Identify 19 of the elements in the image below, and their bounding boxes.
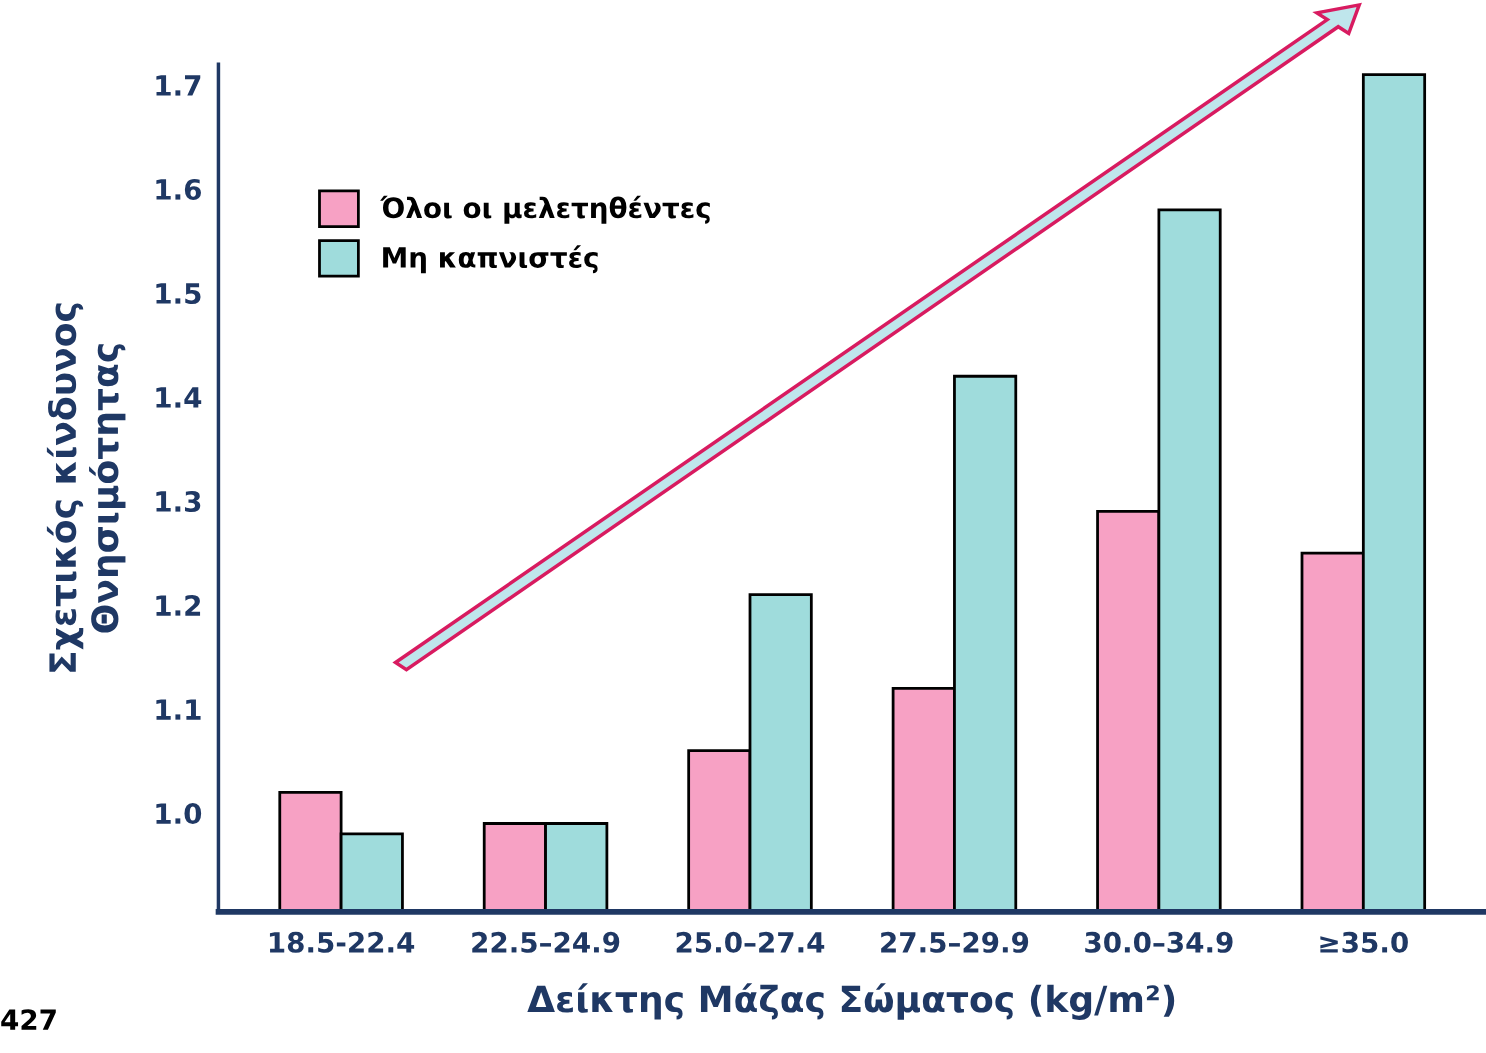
legend-label: Μη καπνιστές	[383, 245, 598, 274]
x-tick-label: 18.5-22.4	[269, 931, 415, 953]
y-tick-label: 1.2	[156, 595, 201, 616]
y-tick-label: 1.3	[156, 491, 201, 513]
x-tick-label: 25.0–27.4	[676, 931, 825, 953]
y-tick-label: 1.0	[156, 803, 202, 825]
y-axis-title: Σχετικός κίνδυνος Θνησιμότητας	[46, 303, 126, 672]
y-tick-label: 1.5	[156, 283, 201, 304]
legend-label: Όλοι οι μελετηθέντες	[380, 195, 710, 224]
x-tick-label: 27.5–29.9	[881, 931, 1029, 953]
text: 427	[1, 1009, 56, 1030]
y-tick-label: 1.4	[156, 387, 202, 408]
x-tick-label: ≥35.0	[1320, 931, 1408, 953]
x-axis-title: Δείκτης Μάζας Σώματος (kg/m²)	[527, 983, 1175, 1020]
y-tick-label: 1.1	[156, 699, 201, 720]
y-tick-label: 1.7	[156, 75, 201, 96]
x-tick-label: 22.5–24.9	[472, 931, 620, 953]
y-tick-label: 1.6	[156, 179, 201, 200]
x-tick-label: 30.0–34.9	[1085, 931, 1233, 953]
